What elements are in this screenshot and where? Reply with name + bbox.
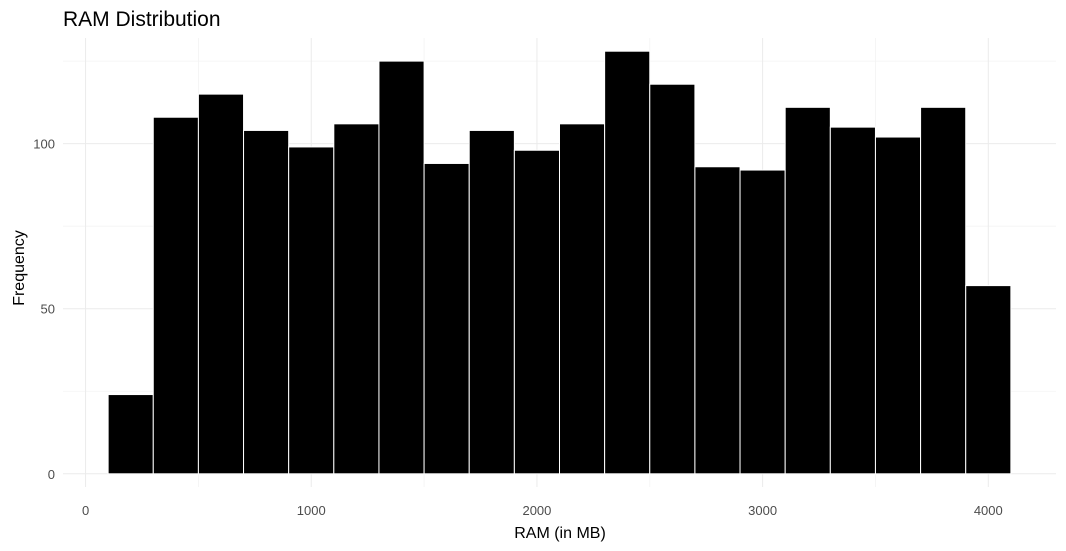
x-tick-label: 3000	[748, 503, 777, 518]
histogram-bar	[694, 166, 741, 475]
y-tick-label: 50	[41, 302, 55, 317]
histogram-bar	[649, 83, 696, 475]
x-axis-tick-labels: 0 1000 2000 3000 4000	[82, 503, 1003, 518]
histogram-bar	[965, 285, 1012, 475]
histogram-bar	[107, 394, 154, 475]
x-tick-label: 4000	[974, 503, 1003, 518]
histogram-bars	[107, 50, 1012, 475]
y-axis-title: Frequency	[11, 230, 28, 306]
histogram-bar	[829, 126, 876, 475]
chart-title: RAM Distribution	[63, 8, 221, 31]
y-tick-label: 0	[48, 467, 55, 482]
x-tick-label: 1000	[297, 503, 326, 518]
y-axis-tick-labels: 0 50 100	[33, 137, 55, 482]
x-axis-title: RAM (in MB)	[514, 525, 606, 542]
x-tick-label: 2000	[522, 503, 551, 518]
histogram-bar	[604, 50, 651, 475]
histogram-bar	[920, 106, 967, 475]
histogram-bar	[288, 146, 335, 475]
histogram-bar	[378, 60, 425, 475]
y-tick-label: 100	[33, 137, 55, 152]
histogram-bar	[784, 106, 831, 475]
histogram-bar	[197, 93, 245, 475]
histogram-bar	[152, 116, 199, 475]
histogram-bar	[513, 149, 561, 475]
histogram-bar	[874, 136, 922, 475]
histogram-bar	[739, 169, 786, 475]
x-tick-label: 0	[82, 503, 89, 518]
histogram-bar	[559, 123, 606, 475]
histogram-bar	[423, 162, 470, 475]
histogram-bar	[468, 129, 515, 475]
histogram-bar	[333, 123, 380, 475]
histogram-bar	[243, 129, 290, 475]
